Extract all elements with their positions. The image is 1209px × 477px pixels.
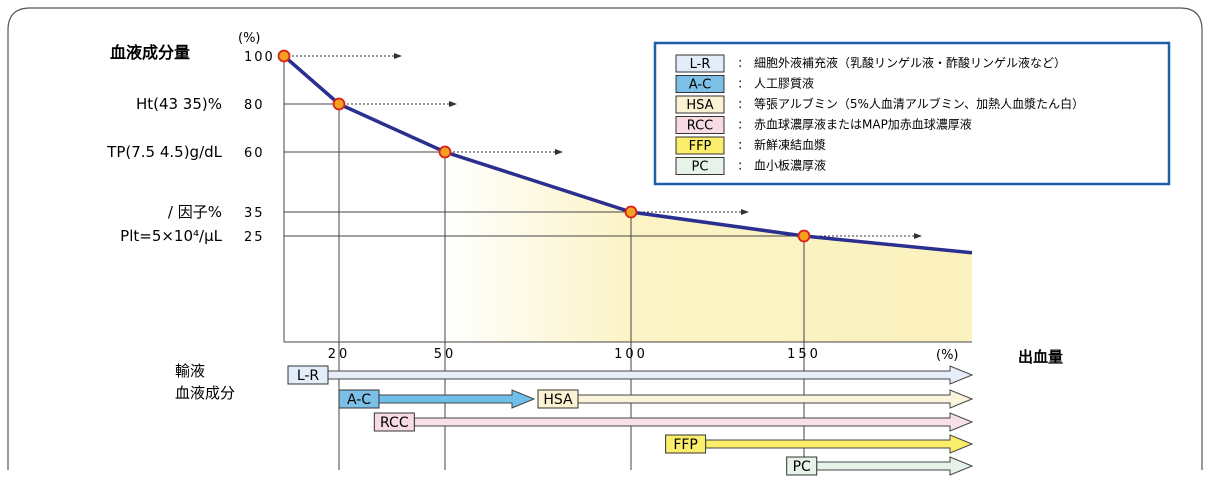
therapy-pc: PC [787, 457, 972, 475]
x-tick-label: 100 [614, 347, 648, 362]
legend-separator: : [738, 118, 742, 133]
legend-separator: : [738, 138, 742, 153]
infusion-label: 輸液 [175, 362, 205, 380]
legend-description: 細胞外液補充液（乳酸リンゲル液・酢酸リンゲル液など） [754, 55, 1066, 70]
therapy-code: HSA [543, 392, 573, 408]
x-tick-label: 50 [434, 347, 457, 362]
level-arrow-head [555, 149, 563, 155]
therapy-code: A-C [347, 392, 371, 408]
legend-description: 人工膠質液 [754, 76, 814, 91]
y-descriptor-labels: Ht(43 35)% TP(7.5 4.5)g/dL / 因子% Plt=5×10⁴/… [106, 95, 222, 245]
level-arrow-head [394, 53, 402, 59]
data-point [626, 207, 637, 218]
legend: L-R: 細胞外液補充液（乳酸リンゲル液・酢酸リンゲル液など） A-C: 人工膠質液 H… [655, 43, 1169, 184]
therapy-code: PC [793, 459, 811, 475]
therapy-arrows: L-R A-C HSA RCC FFP PC [288, 366, 972, 475]
chart-title: 血液成分量 [110, 43, 190, 62]
level-arrow-head [449, 101, 457, 107]
therapy-a-c: A-C [339, 390, 534, 408]
legend-separator: : [738, 97, 742, 112]
y-tick-label: 60 [244, 146, 265, 161]
therapy-ffp: FFP [666, 435, 972, 453]
therapy-code: FFP [673, 437, 698, 453]
therapy-hsa: HSA [538, 390, 972, 408]
y-tick-labels: 100 80 60 35 25 [244, 50, 275, 245]
blood-component-label: 血液成分 [175, 384, 235, 402]
therapy-arrow [379, 390, 534, 408]
legend-description: 新鮮凍結血漿 [754, 137, 826, 152]
x-tick-label: 150 [787, 347, 821, 362]
legend-code: HSA [686, 98, 713, 113]
level-arrow-head [914, 233, 922, 239]
therapy-arrow [414, 413, 972, 431]
y-descriptor-label: TP(7.5 4.5)g/dL [106, 143, 222, 161]
x-unit-label: (%) [936, 348, 959, 363]
x-axis-title: 出血量 [1018, 348, 1063, 366]
therapy-arrow [578, 390, 972, 408]
x-tick-label: 20 [328, 347, 351, 362]
legend-separator: : [738, 56, 742, 71]
x-tick-labels: 20 50 100 150 [328, 347, 821, 362]
legend-item-rcc: RCC: 赤血球濃厚液またはMAP加赤血球濃厚液 [676, 117, 972, 134]
therapy-l-r: L-R [288, 366, 972, 384]
therapy-rcc: RCC [374, 413, 972, 431]
y-descriptor-label: Plt=5×10⁴/µL [120, 227, 222, 245]
therapy-arrow [817, 457, 972, 475]
legend-code: RCC [687, 119, 714, 134]
legend-item-hsa: HSA: 等張アルブミン（5%人血清アルブミン、加熱人血漿たん白） [676, 96, 1084, 113]
legend-separator: : [738, 159, 742, 174]
legend-separator: : [738, 77, 742, 92]
y-descriptor-label: / 因子% [168, 203, 222, 221]
data-point [440, 147, 451, 158]
legend-code: L-R [690, 57, 711, 72]
therapy-code: L-R [297, 368, 320, 384]
y-tick-label: 100 [244, 50, 275, 65]
y-tick-label: 25 [244, 230, 265, 245]
therapy-arrow [706, 435, 972, 453]
legend-code: PC [692, 160, 709, 175]
y-unit-label: (%) [238, 31, 261, 46]
y-descriptor-label: Ht(43 35)% [136, 95, 222, 113]
therapy-labels: 輸液 血液成分 [175, 362, 235, 402]
legend-code: FFP [689, 139, 712, 154]
data-point [334, 99, 345, 110]
legend-description: 赤血球濃厚液またはMAP加赤血球濃厚液 [754, 117, 972, 132]
level-arrow-head [741, 209, 749, 215]
therapy-code: RCC [380, 415, 409, 431]
legend-description: 血小板濃厚液 [754, 158, 826, 173]
legend-code: A-C [689, 78, 711, 93]
data-point [279, 51, 290, 62]
y-tick-label: 35 [244, 206, 265, 221]
therapy-arrow [328, 366, 972, 384]
y-tick-label: 80 [244, 98, 265, 113]
legend-description: 等張アルブミン（5%人血清アルブミン、加熱人血漿たん白） [754, 96, 1084, 111]
data-point [799, 231, 810, 242]
